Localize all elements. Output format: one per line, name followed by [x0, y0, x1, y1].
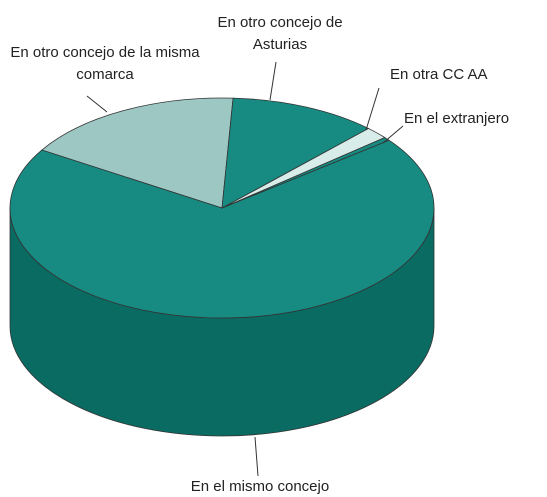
- leader-line: [269, 61, 277, 101]
- slice-label: En el extranjero: [404, 110, 510, 127]
- slice: [9, 139, 435, 319]
- leader-line: [365, 87, 380, 131]
- slice-label: En otra CC AA: [390, 66, 488, 83]
- slice-label: En otro concejo de Asturias: [217, 14, 343, 53]
- leader-line: [254, 436, 259, 477]
- slice-label: En otro concejo de la misma comarca: [10, 44, 200, 83]
- leader-line: [86, 95, 108, 113]
- slice: [41, 97, 234, 209]
- slice: [221, 97, 370, 209]
- slice-label: En el mismo concejo: [190, 478, 330, 495]
- leader-line: [382, 125, 404, 144]
